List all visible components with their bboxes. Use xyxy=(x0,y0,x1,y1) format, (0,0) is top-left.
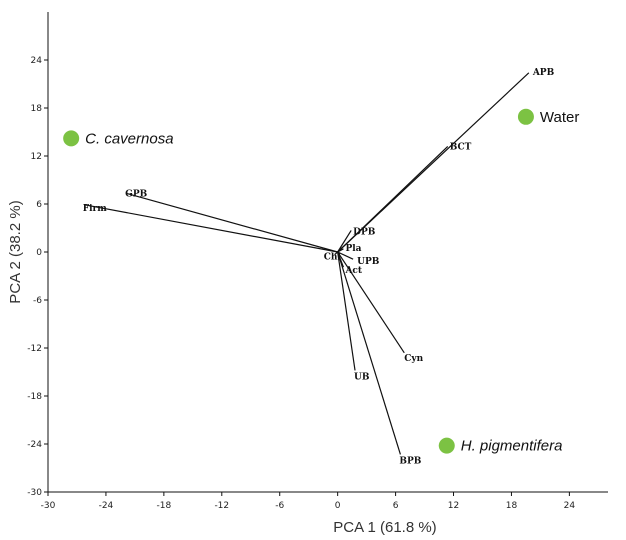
point-c-cavernosa xyxy=(63,130,80,147)
x-tick-label: 24 xyxy=(564,501,576,511)
vector-upb xyxy=(337,251,354,260)
vector-bpb xyxy=(337,251,401,455)
x-tick-label: -24 xyxy=(99,501,114,511)
vector-label-pla: Pla xyxy=(345,244,361,254)
vector-label-dpb: DPB xyxy=(353,227,376,237)
vector-label-upb: UPB xyxy=(357,257,380,267)
x-tick-label: 12 xyxy=(448,501,459,511)
vector-label-cyn: Cyn xyxy=(404,354,423,364)
vector-label-chl: Chl xyxy=(324,252,342,262)
y-tick-label: 18 xyxy=(31,104,43,114)
vector-gpb xyxy=(127,193,338,253)
x-tick-label: -12 xyxy=(214,501,229,511)
y-tick-label: 0 xyxy=(36,248,42,258)
x-tick-label: 18 xyxy=(506,501,518,511)
point-label-h-pigmentifera: H. pigmentifera xyxy=(461,438,563,455)
vector-label-firm: Firm xyxy=(83,204,108,214)
x-tick-label: 6 xyxy=(393,501,399,511)
vector-cyn xyxy=(337,251,405,354)
vector-label-bct: BCT xyxy=(450,142,472,152)
vector-label-ub: UB xyxy=(354,372,370,382)
x-tick-label: -30 xyxy=(41,501,56,511)
y-tick-label: 6 xyxy=(36,200,42,210)
vector-label-gpb: GPB xyxy=(125,190,147,200)
point-label-c-cavernosa: C. cavernosa xyxy=(85,130,173,147)
point-h-pigmentifera xyxy=(438,437,455,454)
x-axis-title: PCA 1 (61.8 %) xyxy=(333,519,436,536)
y-tick-label: -24 xyxy=(27,440,42,450)
y-tick-label: 24 xyxy=(31,56,43,66)
x-tick-label: 0 xyxy=(335,501,341,511)
vector-pla xyxy=(337,248,344,253)
point-water xyxy=(517,108,534,125)
x-tick-label: -18 xyxy=(157,501,172,511)
vector-bct xyxy=(337,145,449,253)
point-label-water: Water xyxy=(540,109,579,126)
vector-label-apb: APB xyxy=(532,68,555,78)
y-tick-label: -30 xyxy=(27,488,42,498)
vector-dpb xyxy=(337,230,352,253)
vector-firm xyxy=(84,204,338,253)
y-axis-title: PCA 2 (38.2 %) xyxy=(7,200,24,303)
y-tick-label: 12 xyxy=(31,152,42,162)
vector-ub xyxy=(337,251,356,371)
y-tick-label: -12 xyxy=(27,344,42,354)
vector-label-act: Act xyxy=(344,266,362,276)
y-tick-label: -6 xyxy=(33,296,42,306)
vector-label-bpb: BPB xyxy=(399,456,421,466)
x-tick-label: -6 xyxy=(275,501,284,511)
y-tick-label: -18 xyxy=(27,392,42,402)
